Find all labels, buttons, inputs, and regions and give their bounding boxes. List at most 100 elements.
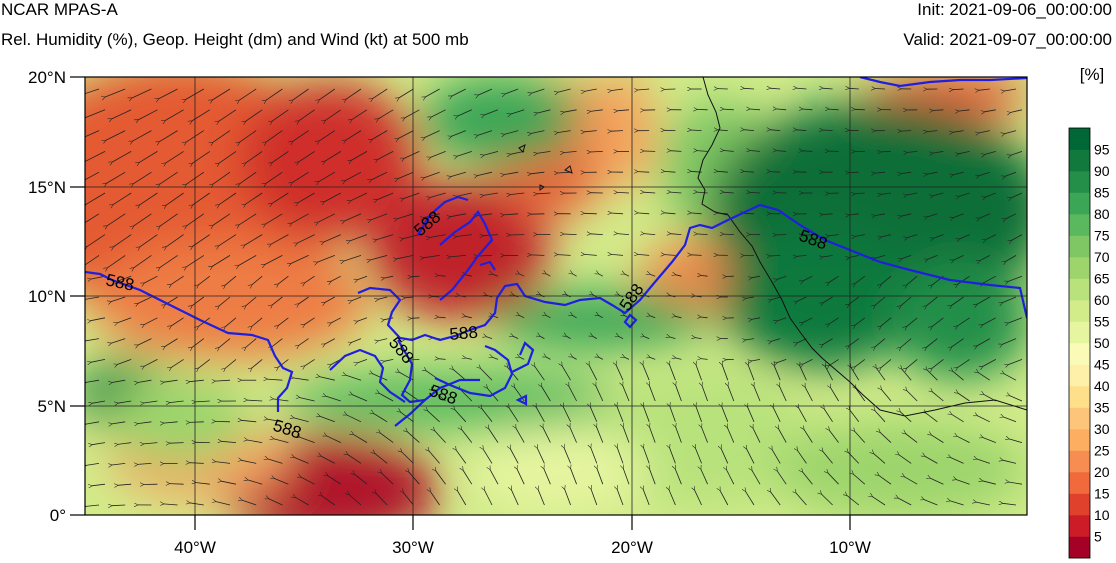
- wind-arrow: [956, 480, 970, 485]
- wind-arrow: [504, 130, 519, 135]
- wind-arrow: [957, 436, 970, 443]
- wind-arrow: [879, 475, 892, 485]
- wind-arrow: [384, 275, 394, 278]
- wind-arrow: [305, 359, 315, 366]
- wind-arrow: [676, 385, 682, 402]
- wind-arrow: [139, 151, 158, 162]
- wind-arrow: [823, 451, 833, 464]
- wind-arrow: [797, 296, 807, 301]
- wind-arrow: [357, 359, 368, 363]
- wind-arrow: [376, 234, 394, 240]
- wind-arrow: [821, 494, 833, 506]
- wind-arrow: [800, 366, 807, 381]
- wind-arrow: [298, 192, 315, 203]
- wind-arrow: [132, 130, 152, 142]
- wind-arrow: [350, 234, 368, 241]
- wind-arrow: [456, 234, 472, 237]
- wind-arrow: [325, 338, 335, 345]
- wind-arrow: [722, 406, 729, 422]
- wind-arrow: [695, 490, 702, 506]
- wind-arrow: [1012, 234, 1023, 241]
- wind-arrow: [726, 470, 735, 485]
- wind-arrow: [584, 131, 597, 132]
- wind-arrow: [171, 275, 184, 284]
- axis-ticks: [70, 76, 851, 530]
- wind-arrow: [239, 130, 257, 143]
- wind-arrow: [484, 109, 499, 115]
- wind-arrow: [803, 275, 813, 281]
- wind-arrow: [519, 274, 525, 277]
- wind-arrow: [457, 491, 467, 506]
- wind-arrow: [319, 171, 336, 182]
- wind-arrow: [505, 88, 519, 94]
- wind-arrow: [584, 254, 597, 255]
- wind-arrow: [225, 317, 237, 327]
- colorbar-tick-label: 55: [1094, 314, 1110, 330]
- wind-arrow: [265, 213, 283, 224]
- wind-arrow: [540, 336, 545, 339]
- wind-arrow: [239, 213, 257, 225]
- wind-arrow: [571, 468, 577, 485]
- wind-arrow: [691, 213, 702, 214]
- wind-arrow: [979, 130, 990, 133]
- wind-arrow: [372, 130, 388, 140]
- wind-arrow: [900, 412, 912, 423]
- wind-arrow: [649, 468, 656, 485]
- wind-arrow: [564, 448, 571, 464]
- colorbar-swatch: [1069, 407, 1090, 430]
- wind-arrow: [300, 437, 315, 443]
- wind-arrow: [372, 374, 388, 381]
- wind-arrow: [744, 171, 755, 172]
- wind-arrow: [384, 317, 394, 320]
- wind-arrow: [905, 434, 918, 443]
- wind-arrow: [1011, 151, 1023, 155]
- wind-arrow: [951, 414, 964, 423]
- wind-arrow: [977, 296, 990, 304]
- wind-arrow: [802, 235, 813, 236]
- wind-arrow: [823, 338, 833, 345]
- wind-arrow: [159, 88, 178, 99]
- wind-arrow: [484, 490, 493, 506]
- wind-arrow: [959, 110, 970, 111]
- wind-arrow: [670, 234, 682, 235]
- colorbar-swatch: [1069, 128, 1090, 150]
- wind-arrow: [378, 338, 388, 341]
- wind-arrow: [215, 462, 231, 464]
- wind-arrow: [118, 400, 132, 403]
- wind-arrow: [617, 489, 624, 506]
- colorbar-swatch: [1069, 364, 1090, 387]
- wind-arrow: [901, 296, 912, 306]
- wind-arrow: [117, 359, 132, 364]
- wind-arrow: [823, 255, 833, 257]
- wind-arrow: [252, 359, 263, 368]
- wind-arrow: [925, 456, 938, 464]
- wind-arrow: [927, 171, 938, 174]
- wind-arrow: [403, 192, 420, 199]
- wind-arrow: [1002, 296, 1017, 303]
- colorbar-tick-label: 20: [1094, 464, 1110, 480]
- wind-arrow: [985, 151, 996, 154]
- wind-arrow: [398, 171, 414, 179]
- wind-arrow: [744, 88, 755, 89]
- wind-arrow: [591, 448, 598, 464]
- wind-arrow: [849, 255, 859, 257]
- wind-arrow: [140, 234, 158, 248]
- wind-arrow: [299, 109, 315, 121]
- wind-arrow: [881, 275, 892, 284]
- wind-arrow: [951, 458, 964, 464]
- wind-arrow: [881, 359, 892, 367]
- wind-arrow: [274, 439, 289, 443]
- wind-arrow: [744, 130, 755, 131]
- wind-arrow: [457, 151, 472, 156]
- wind-arrow: [907, 151, 918, 152]
- wind-arrow: [697, 234, 708, 235]
- wind-arrow: [598, 357, 603, 360]
- wind-arrow: [397, 213, 414, 219]
- wind-arrow: [754, 386, 761, 402]
- wind-arrow: [750, 192, 761, 193]
- wind-arrow: [278, 359, 289, 367]
- wind-arrow: [744, 213, 755, 214]
- wind-arrow: [664, 171, 676, 172]
- wind-arrow: [907, 391, 918, 402]
- wind-arrow: [901, 213, 912, 216]
